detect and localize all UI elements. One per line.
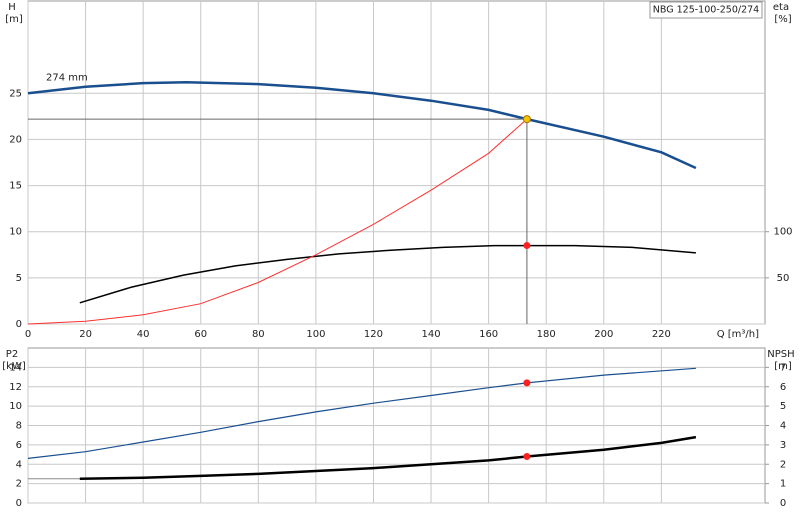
x-tick-label: 40 xyxy=(137,329,150,340)
x-tick-label: 120 xyxy=(364,329,383,340)
duty-point xyxy=(522,115,531,124)
y2-tick-label: 7 xyxy=(780,362,786,373)
y2-tick-label: 100 xyxy=(773,227,792,238)
y2-axis-unit: [%] xyxy=(774,14,791,25)
y-axis-unit: [kW] xyxy=(2,361,26,372)
y-axis-unit: [m] xyxy=(5,14,23,25)
plot-frame xyxy=(27,0,766,325)
y-tick-label: 6 xyxy=(16,440,22,451)
y-tick-label: 12 xyxy=(9,382,22,393)
y-axis-label: P2 xyxy=(6,349,18,360)
duty-point xyxy=(523,242,531,250)
x-tick-label: 80 xyxy=(252,329,265,340)
y-tick-label: 14 xyxy=(9,362,22,373)
x-tick-label: 0 xyxy=(25,329,31,340)
x-tick-label: 160 xyxy=(479,329,498,340)
y-tick-label: 8 xyxy=(16,421,22,432)
x-tick-label: 140 xyxy=(422,329,441,340)
y2-axis-label: eta xyxy=(773,2,789,13)
y2-tick-label: 2 xyxy=(780,459,786,470)
y2-tick-label: 6 xyxy=(780,382,786,393)
y-tick-label: 0 xyxy=(16,319,22,330)
x-tick-label: 200 xyxy=(594,329,613,340)
y2-tick-label: 4 xyxy=(780,421,786,432)
x-tick-label: 20 xyxy=(79,329,92,340)
curve xyxy=(27,118,528,325)
y-tick-label: 2 xyxy=(16,479,22,490)
y-tick-label: 20 xyxy=(9,134,22,145)
y-axis-label: H xyxy=(8,2,16,13)
y2-tick-label: 3 xyxy=(780,440,786,451)
x-tick-label: 100 xyxy=(306,329,325,340)
duty-point xyxy=(523,453,531,460)
x-axis-label: Q [m³/h] xyxy=(717,329,759,340)
curve-annotation: 274 mm xyxy=(46,72,88,83)
chart-title: NBG 125-100-250/274 xyxy=(653,5,759,16)
title-box xyxy=(649,1,763,19)
y2-tick-label: 1 xyxy=(780,479,786,490)
x-tick-label: 60 xyxy=(194,329,207,340)
curve xyxy=(79,244,696,304)
x-tick-label: 220 xyxy=(652,329,671,340)
y-tick-label: 4 xyxy=(16,459,22,470)
y-tick-label: 5 xyxy=(16,273,22,284)
y2-tick-label: 50 xyxy=(777,273,790,284)
y-tick-label: 15 xyxy=(9,181,22,192)
curve xyxy=(79,435,697,481)
y-tick-label: 25 xyxy=(9,88,22,99)
y2-tick-label: 5 xyxy=(780,401,786,412)
y2-tick-label: 0 xyxy=(780,498,786,509)
y-tick-label: 10 xyxy=(9,401,22,412)
x-tick-label: 180 xyxy=(537,329,556,340)
duty-point xyxy=(523,379,531,387)
y2-axis-unit: [m] xyxy=(774,361,792,372)
y-tick-label: 10 xyxy=(9,227,22,238)
y2-axis-label: NPSH xyxy=(767,349,794,360)
curve xyxy=(27,367,696,459)
curve xyxy=(27,80,697,170)
y-tick-label: 0 xyxy=(16,498,22,509)
